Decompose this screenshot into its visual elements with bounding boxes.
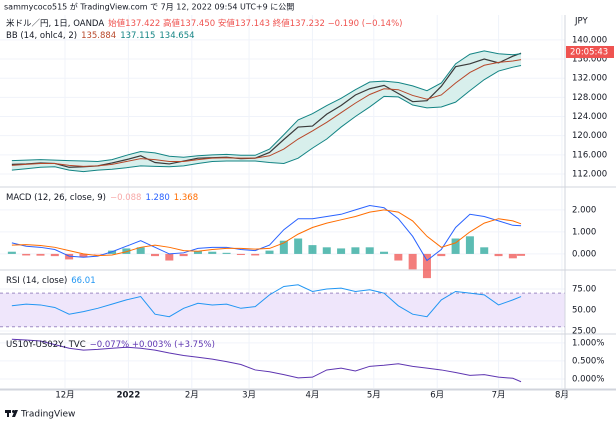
histogram-bar: [193, 251, 202, 254]
histogram-bar: [480, 247, 489, 254]
histogram-bar: [279, 240, 288, 254]
legend-item: 137.115: [120, 31, 155, 41]
histogram-bar: [394, 253, 403, 261]
x-tick-label: 2月: [185, 391, 199, 401]
rsi-band: [0, 293, 565, 327]
histogram-bar: [380, 251, 389, 254]
series-line: [11, 59, 522, 167]
histogram-bar: [451, 238, 460, 254]
y-tick-label: 124.000: [572, 112, 607, 122]
bb-fill: [11, 50, 522, 172]
histogram-bar: [151, 253, 160, 257]
histogram-bar: [437, 253, 446, 257]
pane-legend: 米ドル／円, 1日, OANDA 始値137.422 高値137.450 安値13…: [6, 18, 402, 29]
legend-item: BB (14, ohlc4, 2): [6, 31, 77, 41]
histogram-bar: [165, 253, 174, 261]
legend-item: MACD (12, 26, close, 9): [6, 193, 106, 203]
histogram-bar: [136, 247, 145, 254]
legend-item: 135.884: [81, 31, 116, 41]
y-tick-label: 0.000: [572, 249, 596, 259]
y-tick-label: 140.000: [572, 35, 607, 45]
y-tick-label: 50.00: [572, 305, 596, 315]
unit: JPY: [574, 17, 588, 27]
histogram-bar: [222, 252, 231, 254]
legend-item: RSI (14, close): [6, 276, 67, 286]
pane-legend: RSI (14, close) 66.01: [6, 276, 96, 286]
pane-legend: US10Y-US02Y, TVC −0.077% +0.003% (+3.75%): [6, 340, 215, 350]
countdown-badge: [566, 46, 614, 58]
y-tick-label: 116.000: [572, 150, 607, 160]
y-tick-label: 136.000: [572, 55, 607, 65]
histogram-bar: [294, 238, 303, 254]
series-line: [11, 50, 522, 163]
histogram-bar: [337, 248, 346, 254]
pane-legend: BB (14, ohlc4, 2) 135.884 137.115 134.654: [6, 31, 195, 41]
histogram-bar: [179, 253, 188, 257]
x-tick-label: 12月: [55, 391, 74, 401]
x-tick-label: 4月: [305, 391, 319, 401]
publisher: sammycoco515 が TradingView.com で 7月 12, …: [4, 2, 294, 12]
legend-item: 66.01: [71, 276, 95, 286]
legend-item: 134.654: [159, 31, 194, 41]
legend-item: US10Y-US02Y, TVC: [6, 340, 86, 350]
histogram-bar: [351, 247, 360, 254]
series-line: [11, 284, 522, 318]
histogram-bar: [508, 253, 517, 259]
y-tick-label: 128.000: [572, 93, 607, 103]
histogram-bar: [236, 253, 245, 256]
x-tick-label: 2022: [117, 391, 141, 401]
histogram-bar: [208, 251, 217, 254]
histogram-bar: [465, 236, 474, 254]
legend-item: −0.077% +0.003% (+3.75%): [90, 340, 215, 350]
legend-item: −0.088: [110, 193, 141, 203]
legend-item: 1.368: [174, 193, 198, 203]
histogram-bar: [422, 253, 431, 279]
y-tick-label: 120.000: [572, 131, 607, 141]
footer-brand: TradingView: [20, 410, 75, 420]
y-tick-label: 0.000%: [572, 374, 604, 384]
histogram-bar: [494, 253, 503, 257]
y-tick-label: 75.00: [572, 284, 596, 294]
legend-item: 始値137.422 高値137.450 安値137.143 終値137.232 …: [108, 18, 402, 29]
y-tick-label: 112.000: [572, 169, 607, 179]
histogram-bar: [265, 250, 274, 254]
y-tick-label: 132.000: [572, 74, 607, 84]
histogram-bar: [65, 253, 74, 260]
histogram-bar: [108, 250, 117, 254]
pane-legend: MACD (12, 26, close, 9) −0.088 1.280 1.368: [6, 193, 198, 203]
histogram-bar: [22, 253, 31, 256]
y-tick-label: 2.000: [572, 205, 596, 215]
histogram-bar: [408, 253, 417, 270]
legend-item: 米ドル／円, 1日, OANDA: [6, 18, 104, 29]
histogram-bar: [322, 247, 331, 254]
series-line: [11, 209, 522, 257]
histogram-bar: [517, 253, 526, 256]
countdown: 20:05:43: [570, 48, 608, 58]
x-tick-label: 3月: [242, 391, 256, 401]
y-tick-label: 25.00: [572, 326, 596, 336]
y-tick-label: 1.000: [572, 227, 596, 237]
x-tick-label: 7月: [492, 391, 506, 401]
legend-item: 1.280: [145, 193, 169, 203]
histogram-bar: [365, 247, 374, 254]
y-tick-label: 0.500%: [572, 356, 604, 366]
series-line: [11, 65, 522, 173]
histogram-bar: [50, 253, 59, 257]
y-tick-label: 1.000%: [572, 338, 604, 348]
histogram-bar: [251, 253, 260, 256]
histogram-bar: [7, 251, 16, 254]
histogram-bar: [36, 253, 45, 256]
footer-logo: [5, 410, 18, 417]
series-line: [11, 338, 522, 383]
x-tick-label: 5月: [367, 391, 381, 401]
histogram-bar: [308, 245, 317, 254]
histogram-bar: [122, 248, 131, 254]
x-tick-label: 8月: [555, 391, 569, 401]
histogram-bar: [79, 253, 88, 258]
x-tick-label: 6月: [430, 391, 444, 401]
